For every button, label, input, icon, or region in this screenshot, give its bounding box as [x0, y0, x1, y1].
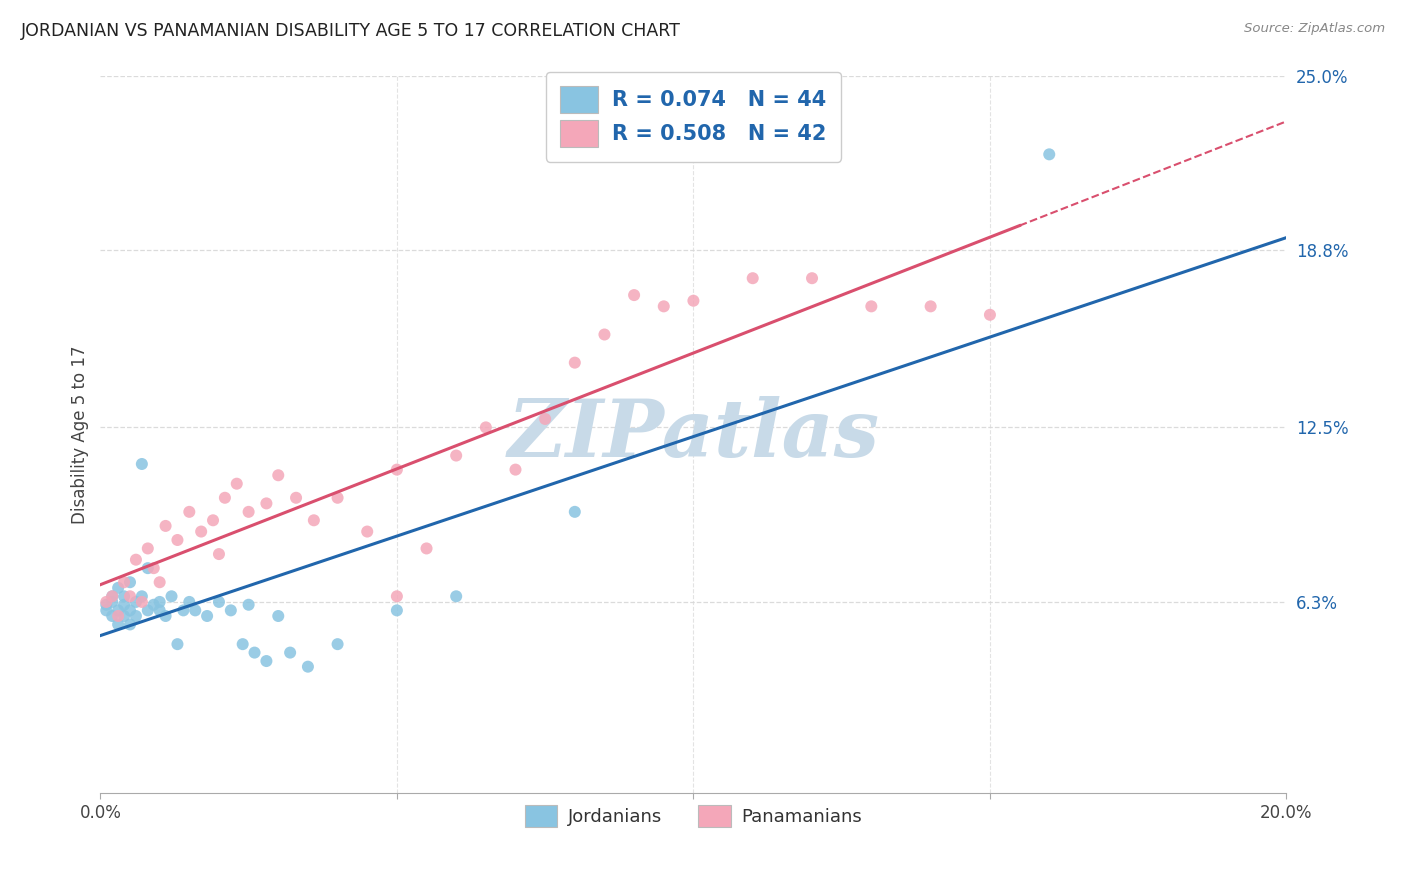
- Point: [166, 637, 188, 651]
- Point: [475, 420, 498, 434]
- Point: [682, 293, 704, 308]
- Point: [155, 519, 177, 533]
- Point: [190, 524, 212, 539]
- Point: [232, 637, 254, 651]
- Point: [118, 617, 141, 632]
- Point: [623, 288, 645, 302]
- Point: [195, 609, 218, 624]
- Point: [131, 589, 153, 603]
- Point: [112, 589, 135, 603]
- Point: [415, 541, 437, 556]
- Point: [920, 299, 942, 313]
- Point: [179, 505, 201, 519]
- Point: [155, 609, 177, 624]
- Point: [107, 609, 129, 624]
- Point: [326, 491, 349, 505]
- Point: [172, 603, 194, 617]
- Point: [254, 496, 277, 510]
- Point: [112, 598, 135, 612]
- Point: [444, 449, 467, 463]
- Point: [652, 299, 675, 313]
- Point: [142, 561, 165, 575]
- Point: [112, 609, 135, 624]
- Point: [179, 595, 201, 609]
- Point: [118, 603, 141, 617]
- Point: [385, 589, 408, 603]
- Point: [136, 603, 159, 617]
- Point: [741, 271, 763, 285]
- Point: [979, 308, 1001, 322]
- Point: [184, 603, 207, 617]
- Point: [254, 654, 277, 668]
- Point: [96, 603, 118, 617]
- Point: [101, 609, 124, 624]
- Point: [385, 603, 408, 617]
- Point: [125, 595, 148, 609]
- Point: [219, 603, 242, 617]
- Point: [107, 603, 129, 617]
- Point: [149, 603, 172, 617]
- Point: [243, 646, 266, 660]
- Point: [208, 547, 231, 561]
- Point: [208, 595, 231, 609]
- Point: [564, 356, 586, 370]
- Point: [136, 561, 159, 575]
- Point: [238, 505, 260, 519]
- Point: [142, 598, 165, 612]
- Point: [149, 595, 172, 609]
- Point: [297, 659, 319, 673]
- Point: [302, 513, 325, 527]
- Point: [1038, 147, 1060, 161]
- Point: [225, 476, 247, 491]
- Point: [107, 617, 129, 632]
- Point: [444, 589, 467, 603]
- Point: [136, 541, 159, 556]
- Point: [801, 271, 824, 285]
- Point: [160, 589, 183, 603]
- Legend: Jordanians, Panamanians: Jordanians, Panamanians: [517, 798, 869, 835]
- Y-axis label: Disability Age 5 to 17: Disability Age 5 to 17: [72, 345, 89, 524]
- Point: [118, 575, 141, 590]
- Point: [385, 462, 408, 476]
- Point: [101, 589, 124, 603]
- Point: [238, 598, 260, 612]
- Text: ZIPatlas: ZIPatlas: [508, 396, 880, 473]
- Point: [131, 595, 153, 609]
- Point: [125, 609, 148, 624]
- Point: [131, 457, 153, 471]
- Point: [112, 575, 135, 590]
- Point: [267, 468, 290, 483]
- Point: [267, 609, 290, 624]
- Point: [278, 646, 301, 660]
- Point: [101, 589, 124, 603]
- Point: [860, 299, 883, 313]
- Point: [96, 598, 118, 612]
- Point: [505, 462, 527, 476]
- Point: [356, 524, 378, 539]
- Point: [214, 491, 236, 505]
- Point: [166, 533, 188, 547]
- Point: [564, 505, 586, 519]
- Point: [149, 575, 172, 590]
- Point: [118, 589, 141, 603]
- Point: [125, 552, 148, 566]
- Text: JORDANIAN VS PANAMANIAN DISABILITY AGE 5 TO 17 CORRELATION CHART: JORDANIAN VS PANAMANIAN DISABILITY AGE 5…: [21, 22, 681, 40]
- Point: [107, 581, 129, 595]
- Point: [96, 595, 118, 609]
- Point: [101, 595, 124, 609]
- Point: [593, 327, 616, 342]
- Point: [202, 513, 225, 527]
- Text: Source: ZipAtlas.com: Source: ZipAtlas.com: [1244, 22, 1385, 36]
- Point: [534, 412, 557, 426]
- Point: [326, 637, 349, 651]
- Point: [285, 491, 308, 505]
